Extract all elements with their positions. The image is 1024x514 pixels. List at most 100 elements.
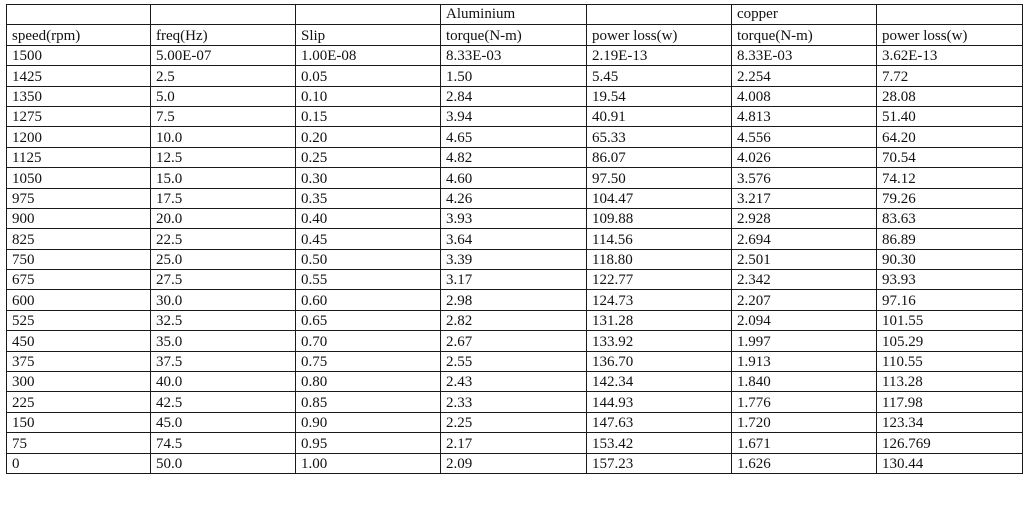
table-cell: 2.928 (731, 207, 877, 230)
table-cell: 2.17 (440, 432, 587, 454)
table-cell: 0.35 (295, 187, 441, 209)
group-header-cell: Aluminium (440, 3, 587, 26)
table-cell: 97.16 (876, 289, 1023, 311)
table-cell: 2.207 (731, 289, 877, 311)
table-cell: 0.90 (295, 411, 441, 434)
table-row: 1200 10.0 0.20 4.65 65.33 4.556 64.20 (6, 126, 1023, 148)
table-cell: 42.5 (150, 391, 296, 413)
table-cell: 50.0 (150, 452, 296, 474)
table-cell: 0.95 (295, 432, 441, 454)
table-cell: 0.80 (295, 371, 441, 393)
table-cell: 2.82 (440, 309, 587, 332)
table-cell: 750 (6, 248, 151, 271)
table-cell: 1.997 (731, 330, 877, 352)
table-cell: 4.026 (731, 146, 877, 169)
table-cell: 2.19E-13 (586, 44, 732, 67)
table-cell: 225 (6, 391, 151, 413)
table-row: 825 22.5 0.45 3.64 114.56 2.694 86.89 (6, 228, 1023, 250)
table-row: 1275 7.5 0.15 3.94 40.91 4.813 51.40 (6, 105, 1023, 128)
table-cell: 0.75 (295, 350, 441, 373)
table-row: 1425 2.5 0.05 1.50 5.45 2.254 7.72 (6, 65, 1023, 87)
table-cell: 118.80 (586, 248, 732, 271)
table-cell: 123.34 (876, 411, 1023, 434)
table-cell: 0.20 (295, 126, 441, 148)
table-cell: 65.33 (586, 126, 732, 148)
table-cell: 79.26 (876, 187, 1023, 209)
table-cell: 3.576 (731, 167, 877, 189)
table-cell: 25.0 (150, 248, 296, 271)
table-cell: 5.0 (150, 85, 296, 107)
table-cell: 93.93 (876, 269, 1023, 291)
table-cell: 114.56 (586, 228, 732, 250)
table-row: 150 45.0 0.90 2.25 147.63 1.720 123.34 (6, 411, 1023, 434)
data-table: Aluminium copper speed(rpm) freq(Hz) Slip tor… (6, 3, 1023, 474)
table-cell: 101.55 (876, 309, 1023, 332)
table-cell: 2.694 (731, 228, 877, 250)
table-row: 1050 15.0 0.30 4.60 97.50 3.576 74.12 (6, 167, 1023, 189)
table-cell: 8.33E-03 (440, 44, 587, 67)
table-cell: 1.00 (295, 452, 441, 474)
table-cell: 51.40 (876, 105, 1023, 128)
table-cell: 126.769 (876, 432, 1023, 454)
group-header-cell (6, 3, 151, 26)
table-body: Aluminium copper speed(rpm) freq(Hz) Slip tor… (6, 3, 1023, 474)
table-cell: 17.5 (150, 187, 296, 209)
table-cell: 30.0 (150, 289, 296, 311)
table-cell: 64.20 (876, 126, 1023, 148)
table-cell: 1.50 (440, 65, 587, 87)
table-cell: 157.23 (586, 452, 732, 474)
table-cell: 4.82 (440, 146, 587, 169)
table-row: 1350 5.0 0.10 2.84 19.54 4.008 28.08 (6, 85, 1023, 107)
table-cell: 28.08 (876, 85, 1023, 107)
table-cell: 20.0 (150, 207, 296, 230)
table-row: 375 37.5 0.75 2.55 136.70 1.913 110.55 (6, 350, 1023, 373)
table-cell: 86.07 (586, 146, 732, 169)
table-row: 750 25.0 0.50 3.39 118.80 2.501 90.30 (6, 248, 1023, 271)
table-cell: 75 (6, 432, 151, 454)
table-cell: 136.70 (586, 350, 732, 373)
table-cell: 5.45 (586, 65, 732, 87)
table-cell: 70.54 (876, 146, 1023, 169)
table-cell: 900 (6, 207, 151, 230)
table-cell: 2.33 (440, 391, 587, 413)
table-cell: 104.47 (586, 187, 732, 209)
table-cell: 15.0 (150, 167, 296, 189)
table-cell: 0.70 (295, 330, 441, 352)
table-cell: 2.98 (440, 289, 587, 311)
table-cell: 600 (6, 289, 151, 311)
table-cell: 1.840 (731, 371, 877, 393)
table-cell: 975 (6, 187, 151, 209)
table-cell: 4.65 (440, 126, 587, 148)
column-header-cell: speed(rpm) (6, 24, 151, 46)
table-cell: 74.12 (876, 167, 1023, 189)
table-cell: 109.88 (586, 207, 732, 230)
table-row: 1500 5.00E-07 1.00E-08 8.33E-03 2.19E-13 8.33… (6, 44, 1023, 67)
table-row: 525 32.5 0.65 2.82 131.28 2.094 101.55 (6, 309, 1023, 332)
table-cell: 1.776 (731, 391, 877, 413)
table-cell: 74.5 (150, 432, 296, 454)
table-cell: 300 (6, 371, 151, 393)
table-cell: 2.094 (731, 309, 877, 332)
table-row: 975 17.5 0.35 4.26 104.47 3.217 79.26 (6, 187, 1023, 209)
table-cell: 133.92 (586, 330, 732, 352)
table-cell: 117.98 (876, 391, 1023, 413)
table-cell: 22.5 (150, 228, 296, 250)
table-cell: 0.05 (295, 65, 441, 87)
table-cell: 37.5 (150, 350, 296, 373)
table-cell: 5.00E-07 (150, 44, 296, 67)
table-row: 450 35.0 0.70 2.67 133.92 1.997 105.29 (6, 330, 1023, 352)
table-cell: 2.84 (440, 85, 587, 107)
table-cell: 12.5 (150, 146, 296, 169)
table-cell: 1.913 (731, 350, 877, 373)
table-cell: 3.39 (440, 248, 587, 271)
table-cell: 3.93 (440, 207, 587, 230)
table-cell: 2.342 (731, 269, 877, 291)
table-row: 0 50.0 1.00 2.09 157.23 1.626 130.44 (6, 452, 1023, 474)
column-header-cell: torque(N-m) (440, 24, 587, 46)
table-cell: 97.50 (586, 167, 732, 189)
table-cell: 2.254 (731, 65, 877, 87)
table-cell: 147.63 (586, 411, 732, 434)
table-cell: 0.50 (295, 248, 441, 271)
table-cell: 0.85 (295, 391, 441, 413)
table-cell: 2.67 (440, 330, 587, 352)
